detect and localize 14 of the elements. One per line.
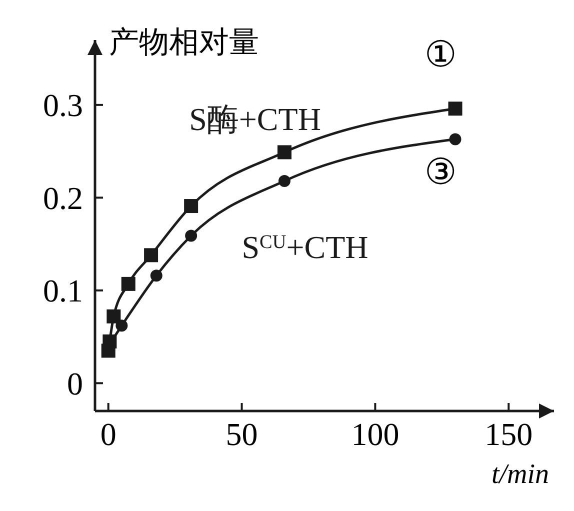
annotation: ③ (424, 152, 456, 192)
x-tick-label: 150 (484, 416, 533, 452)
y-axis-title: 产物相对量 (109, 25, 259, 60)
y-tick-label: 0 (67, 365, 83, 402)
x-tick-label: 100 (351, 416, 400, 452)
y-tick-label: 0.1 (43, 272, 83, 309)
x-tick-label: 50 (226, 416, 258, 452)
y-tick-label: 0.2 (43, 180, 83, 216)
series-label: S酶+CTH (189, 101, 321, 137)
y-tick-label: 0.3 (43, 87, 83, 124)
series-label: S$^{CU}$+CTH (242, 229, 368, 265)
x-tick-label: 0 (100, 416, 116, 452)
annotation: ① (424, 34, 456, 75)
x-axis-title: t/min (491, 459, 549, 490)
